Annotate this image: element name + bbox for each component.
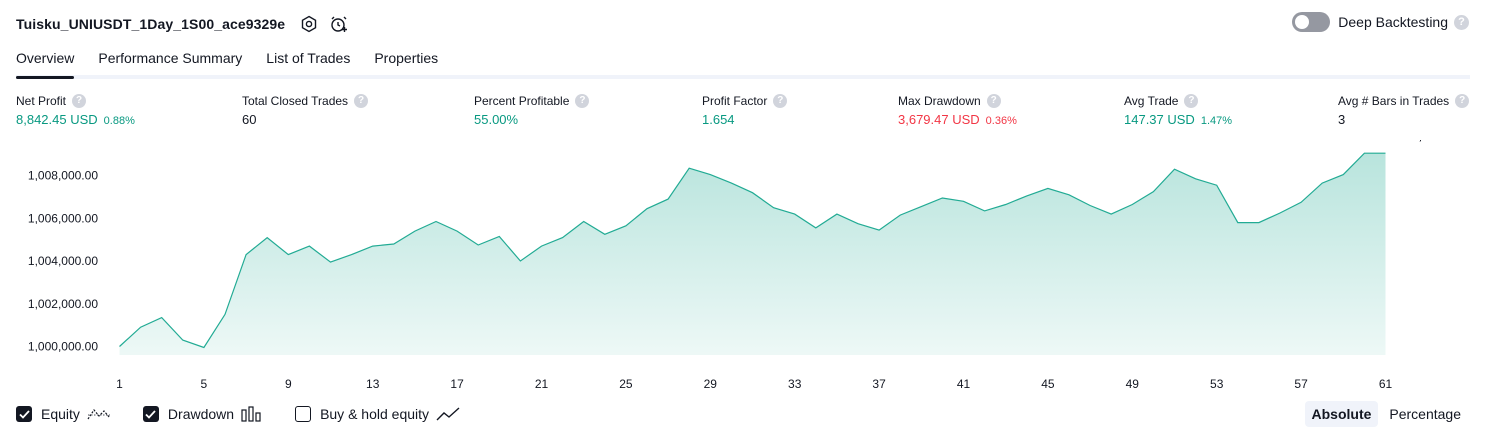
x-tick-label: 9 — [285, 377, 292, 391]
equity-checkbox[interactable] — [16, 406, 32, 422]
metric-label: Max Drawdown — [898, 93, 981, 108]
info-icon[interactable]: ? — [773, 93, 788, 108]
metric-value: 147.37 USD — [1124, 112, 1195, 127]
header: Tuisku_UNIUSDT_1Day_1S00_ace9329e — [16, 10, 349, 38]
equity-line-path — [119, 152, 1386, 349]
metric-label: Avg # Bars in Trades — [1338, 93, 1450, 108]
x-tick-label: 33 — [788, 377, 802, 391]
x-tick-label: 1 — [116, 377, 123, 391]
equity-area-fill — [119, 153, 1386, 355]
buy-hold-line-icon — [436, 406, 460, 422]
equity-line-icon — [87, 406, 111, 422]
equity-tick-label: 1,008,000.00 — [28, 169, 98, 183]
metric-percent: 0.36% — [985, 115, 1017, 127]
deep-backtesting: Deep Backtesting ? — [1292, 12, 1469, 32]
strategy-title: Tuisku_UNIUSDT_1Day_1S00_ace9329e — [16, 16, 286, 32]
metric-net-profit: Net Profit? 8,842.45 USD 0.88% — [16, 92, 135, 127]
percentage-button[interactable]: Percentage — [1389, 406, 1461, 422]
legend-drawdown[interactable]: Drawdown — [142, 406, 263, 422]
x-tick-label: 57 — [1294, 377, 1308, 391]
metric-label: Percent Profitable — [474, 93, 570, 108]
equity-tick-label: 1,000,000.00 — [28, 340, 98, 354]
x-tick-label: 45 — [1041, 377, 1055, 391]
metric-label: Avg Trade — [1124, 93, 1179, 108]
tab-list-of-trades[interactable]: List of Trades — [266, 50, 351, 66]
metric-label: Profit Factor — [702, 93, 768, 108]
metric-value: 3,679.47 USD — [898, 112, 980, 127]
x-tick-label: 25 — [619, 377, 633, 391]
metric-avg-trade: Avg Trade? 147.37 USD 1.47% — [1124, 92, 1232, 127]
legend-equity-label: Equity — [41, 406, 80, 422]
x-tick-label: 49 — [1126, 377, 1140, 391]
metric-value: 60 — [242, 112, 257, 127]
x-tick-label: 13 — [366, 377, 380, 391]
drawdown-tick-label: -2,000.00 — [1408, 140, 1459, 143]
x-tick-label: 37 — [872, 377, 886, 391]
x-tick-label: 21 — [535, 377, 549, 391]
x-tick-label: 5 — [201, 377, 208, 391]
drawdown-checkbox[interactable] — [142, 406, 159, 422]
help-icon[interactable]: ? — [1454, 14, 1469, 30]
drawdown-tick-label: 0.00 — [1408, 140, 1432, 143]
tab-properties[interactable]: Properties — [374, 50, 439, 66]
legend-drawdown-label: Drawdown — [167, 406, 235, 422]
legend-buy-hold-label: Buy & hold equity — [320, 406, 430, 422]
legend-buy-hold[interactable]: Buy & hold equity — [295, 406, 460, 422]
drawdown-axis: 0.00-1,000.00-2,000.00-3,000.00 — [1408, 140, 1459, 143]
metric-avg-bars: Avg # Bars in Trades? 3 — [1338, 92, 1470, 127]
equity-area — [119, 153, 1386, 355]
equity-drawdown-chart[interactable]: 1,000,000.00 1,002,000.00 1,004,000.00 1,00… — [0, 140, 1486, 398]
drawdown-tick-label: -1,000.00 — [1408, 140, 1459, 143]
scale-mode-switch: Absolute Percentage — [1301, 401, 1469, 427]
equity-tick-label: 1,006,000.00 — [28, 211, 98, 225]
settings-icon[interactable] — [299, 14, 319, 34]
equity-line — [119, 152, 1386, 349]
legend: Equity Drawdown Buy & hold equity — [16, 402, 492, 426]
metric-label: Total Closed Trades — [242, 93, 349, 108]
deep-backtesting-toggle[interactable] — [1292, 12, 1331, 32]
equity-tick-label: 1,002,000.00 — [28, 297, 98, 311]
metric-max-drawdown: Max Drawdown? 3,679.47 USD 0.36% — [898, 92, 1017, 127]
x-tick-label: 61 — [1379, 377, 1393, 391]
metric-profit-factor: Profit Factor? 1.654 — [702, 92, 788, 127]
drawdown-bars-icon — [241, 406, 263, 422]
buy-hold-checkbox[interactable] — [295, 406, 312, 422]
equity-tick-label: 1,004,000.00 — [28, 254, 98, 268]
info-icon[interactable]: ? — [354, 93, 369, 108]
toggle-knob — [1295, 15, 1310, 29]
x-tick-label: 17 — [450, 377, 464, 391]
add-alert-icon[interactable] — [329, 14, 349, 34]
drawdown-tick-label: -3,000.00 — [1408, 140, 1459, 143]
info-icon[interactable]: ? — [1455, 93, 1470, 108]
metrics-row: Net Profit? 8,842.45 USD 0.88% Total Clos… — [0, 92, 1486, 132]
x-tick-label: 41 — [957, 377, 971, 391]
deep-backtesting-label: Deep Backtesting — [1338, 14, 1448, 30]
metric-value: 3 — [1338, 112, 1346, 127]
x-tick-label: 53 — [1210, 377, 1224, 391]
metric-total-closed-trades: Total Closed Trades? 60 — [242, 92, 369, 127]
metric-value: 8,842.45 USD — [16, 112, 98, 127]
absolute-button[interactable]: Absolute — [1304, 401, 1379, 427]
info-icon[interactable]: ? — [986, 93, 1001, 108]
legend-equity[interactable]: Equity — [16, 406, 111, 422]
metric-value: 55.00% — [474, 112, 519, 127]
metric-percent-profitable: Percent Profitable? 55.00% — [474, 92, 590, 127]
info-icon[interactable]: ? — [575, 93, 590, 108]
tab-overview[interactable]: Overview — [16, 44, 75, 79]
metric-percent: 0.88% — [103, 115, 135, 127]
tab-performance-summary[interactable]: Performance Summary — [98, 50, 243, 66]
metric-value: 1.654 — [702, 112, 735, 127]
metric-percent: 1.47% — [1200, 115, 1233, 127]
equity-axis: 1,000,000.00 1,002,000.00 1,004,000.00 1,00… — [28, 169, 98, 354]
metric-label: Net Profit — [16, 93, 67, 108]
tab-bar: Overview Performance Summary List of Tra… — [16, 44, 1470, 79]
info-icon[interactable]: ? — [1184, 93, 1199, 108]
info-icon[interactable]: ? — [72, 93, 87, 108]
x-tick-label: 29 — [704, 377, 718, 391]
x-axis: 1 5 9 13 17 21 25 29 33 37 41 45 49 53 57 61 — [116, 377, 1392, 391]
